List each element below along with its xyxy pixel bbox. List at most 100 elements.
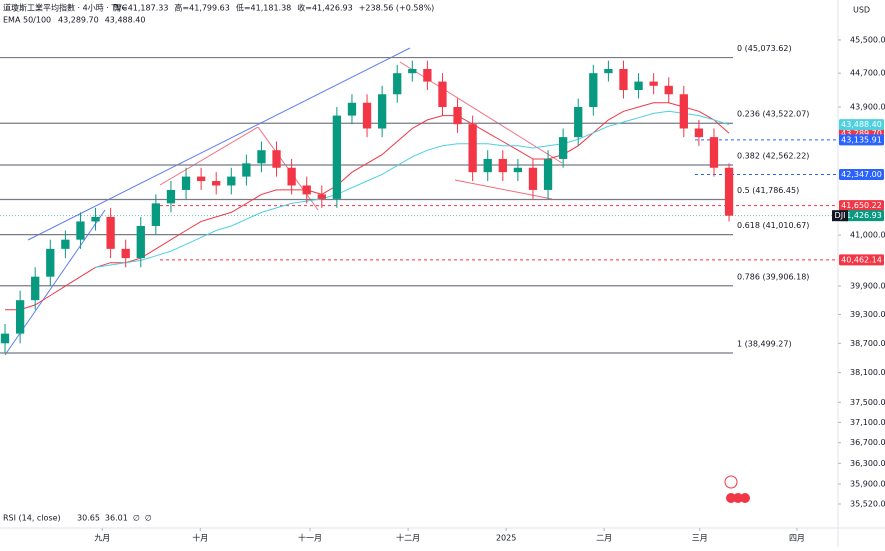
price-tag — [839, 134, 884, 146]
candle-body — [347, 102, 357, 116]
candle-body — [196, 176, 206, 182]
rsi-value: ∅ — [145, 514, 152, 523]
candle-body — [362, 102, 372, 129]
trend-line — [159, 126, 259, 186]
candle-body — [679, 94, 688, 129]
candle-body — [106, 216, 115, 249]
price-tag-label: 40,462.14 — [841, 255, 882, 264]
fib-label: 0.786 (39,906.18) — [737, 272, 809, 281]
fib-label: 0.5 (41,786.45) — [737, 186, 799, 195]
candle-body — [393, 73, 402, 95]
trend-drawings — [4, 47, 563, 356]
y-tick-label: 36,700.00 — [850, 438, 885, 447]
trend-line — [454, 179, 553, 200]
candle-body — [438, 81, 447, 108]
candle-body — [543, 158, 553, 190]
x-tick-label: 三月 — [692, 534, 708, 543]
last-price-tag — [839, 210, 884, 222]
candle-body — [634, 81, 643, 91]
y-tick-label: 38,100.00 — [850, 368, 885, 377]
candle-body — [724, 167, 734, 216]
x-tick-label: 十月 — [192, 533, 208, 543]
y-tick-label: 43,900.00 — [850, 103, 885, 112]
currency: USD — [853, 6, 870, 15]
candle-body — [91, 216, 100, 222]
candle-body — [287, 167, 296, 186]
candle-body — [513, 167, 523, 173]
indicator-label: EMA 50/100 — [3, 16, 51, 25]
candle-body — [272, 150, 281, 168]
candle-body — [317, 194, 326, 199]
candle-body — [212, 181, 221, 186]
fib-label: 0.236 (43,522.07) — [737, 110, 809, 119]
y-tick-label: 41,000.00 — [850, 231, 885, 240]
candle-body — [664, 85, 673, 95]
ema-tag-label: 43,488.40 — [841, 120, 882, 129]
candle-body — [227, 176, 236, 186]
event-icon[interactable] — [740, 493, 750, 503]
trend-line — [27, 47, 411, 241]
candle-body — [574, 107, 583, 138]
ema-line — [95, 110, 730, 268]
event-icon[interactable] — [733, 493, 743, 503]
ohlc-value: 低=41,181.38 — [236, 3, 291, 13]
ema-tag-label: 43,289.70 — [841, 129, 882, 138]
candle-body — [31, 276, 40, 301]
y-tick-label: 44,700.00 — [850, 69, 885, 78]
x-tick-label: 二月 — [596, 534, 612, 543]
price-tag — [839, 254, 884, 266]
candle-body — [649, 81, 658, 86]
event-icon[interactable] — [724, 475, 738, 489]
event-icon[interactable] — [726, 493, 736, 503]
fib-label: 0 (45,073.62) — [737, 44, 792, 53]
y-tick-label: 35,900.00 — [850, 480, 885, 489]
candle-body — [76, 221, 85, 240]
y-tick-label: 35,520.00 — [850, 499, 885, 508]
candle-body — [46, 248, 55, 277]
fib-label: 1 (38,499.27) — [737, 340, 792, 349]
candle-body — [166, 189, 176, 204]
ohlc-value: 收=41,426.93 — [297, 3, 352, 13]
x-tick-label: 九月 — [94, 534, 110, 543]
fib-label: 0.382 (42,562.22) — [737, 152, 809, 161]
candle-body — [619, 68, 628, 91]
rsi-value: 30.65 — [77, 514, 100, 523]
event-icons[interactable] — [724, 475, 750, 503]
y-tick-label: 37,100.00 — [850, 418, 885, 427]
ohlc-value: 開=41,187.33 — [113, 4, 168, 13]
candle-body — [181, 176, 191, 190]
y-tick-label: 38,700.00 — [850, 339, 885, 348]
ohlc-value: 高=41,799.63 — [174, 3, 229, 13]
candle-body — [377, 94, 387, 129]
x-tick-label: 2025 — [496, 534, 516, 543]
x-tick-label: 四月 — [789, 534, 805, 543]
indicator-value: 43,289.70 — [58, 16, 99, 25]
price-tag-label: 41,650.22 — [841, 201, 882, 210]
price-tag-label: 43,135.91 — [841, 135, 882, 144]
price-tag-label: 42,347.00 — [841, 170, 882, 179]
candle-body — [694, 128, 704, 138]
candle-body — [604, 68, 613, 74]
ema-tag — [839, 119, 884, 131]
candle-body — [242, 163, 251, 177]
candle-body — [136, 225, 145, 259]
candle-body — [483, 158, 492, 173]
candle-body — [528, 167, 538, 190]
fib-label: 0.618 (41,010.67) — [737, 221, 809, 230]
y-tick-label: 39,900.00 — [850, 282, 885, 291]
ohlc-value: +238.56 (+0.58%) — [359, 4, 435, 13]
y-tick-label: 45,500.00 — [850, 35, 885, 44]
last-price-tag-label: 41,426.93 — [841, 211, 882, 220]
candle-body — [151, 203, 161, 226]
symbol-tag — [832, 210, 848, 222]
rsi-value: 36.01 — [105, 514, 128, 523]
candle-body — [589, 73, 598, 108]
candle-body — [121, 248, 130, 259]
candle-body — [61, 239, 70, 249]
candle-body — [332, 115, 342, 199]
y-tick-label: 39,300.00 — [850, 310, 885, 319]
candle-body — [302, 185, 311, 195]
y-tick-label: 37,500.00 — [850, 398, 885, 407]
candle-body — [468, 124, 477, 173]
rsi-value: ∅ — [133, 514, 140, 523]
